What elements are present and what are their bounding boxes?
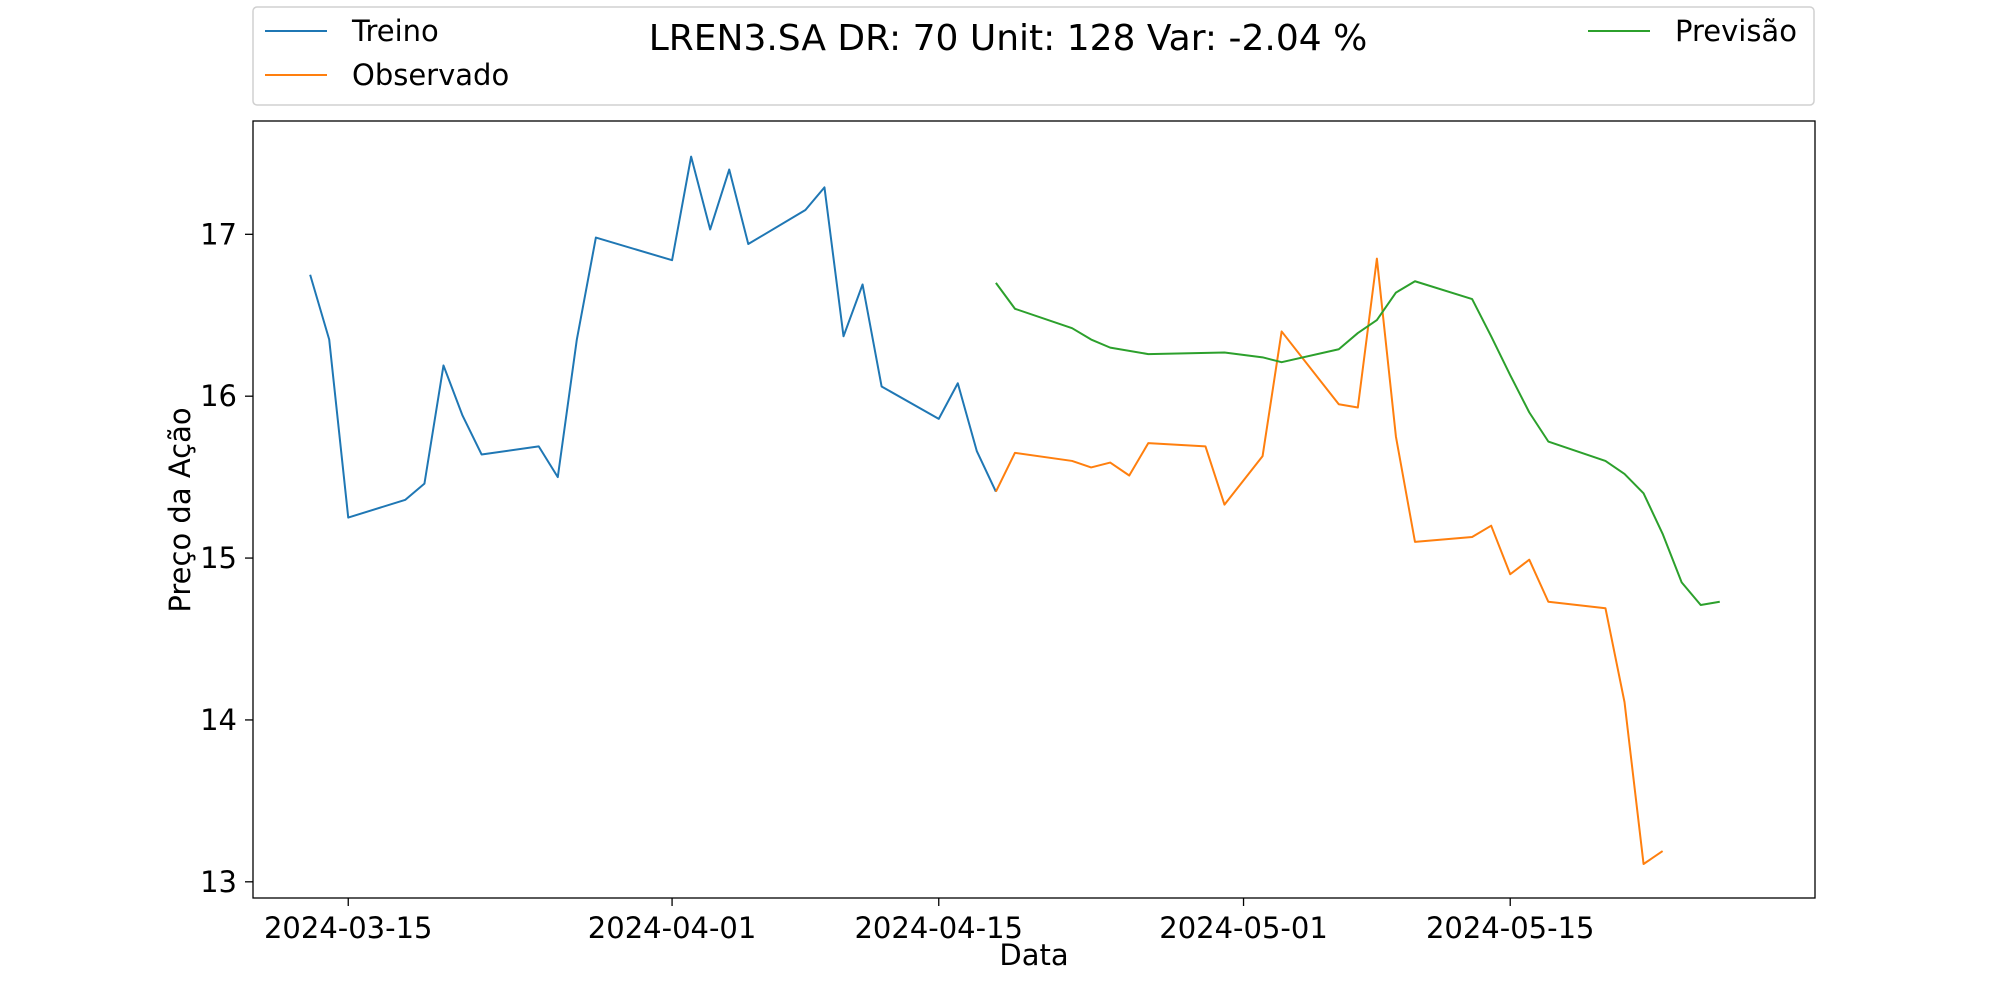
x-tick-label: 2024-05-15 (1426, 911, 1595, 945)
x-tick-label: 2024-03-15 (264, 911, 433, 945)
legend-label-observado: Observado (352, 58, 509, 92)
legend-label-previsao: Previsão (1675, 14, 1797, 48)
x-tick-label: 2024-04-01 (588, 911, 757, 945)
legend-label-treino: Treino (351, 14, 439, 48)
x-tick-label: 2024-05-01 (1159, 911, 1328, 945)
plot-area (252, 120, 1816, 899)
x-axis-label: Data (999, 938, 1068, 972)
y-tick-label: 17 (200, 217, 237, 251)
x-axis: 2024-03-15 2024-04-01 2024-04-15 2024-05-01… (264, 898, 1595, 945)
y-tick-label: 15 (200, 541, 237, 575)
legend: Treino Observado Previsão (252, 6, 1815, 106)
y-tick-label: 16 (200, 379, 237, 413)
series-layer (309, 155, 1720, 866)
y-axis-label: Preço da Ação (163, 407, 197, 612)
y-tick-label: 13 (200, 865, 237, 899)
y-axis: 13 14 15 16 17 (200, 217, 253, 899)
series-line-treino (309, 155, 997, 519)
legend-frame (252, 6, 1815, 106)
x-tick-label: 2024-04-15 (854, 911, 1023, 945)
series-line-observado (995, 257, 1664, 866)
series-line-previsao (995, 280, 1720, 607)
chart-title: LREN3.SA DR: 70 Unit: 128 Var: -2.04 % (649, 18, 1368, 59)
y-tick-label: 14 (200, 703, 237, 737)
